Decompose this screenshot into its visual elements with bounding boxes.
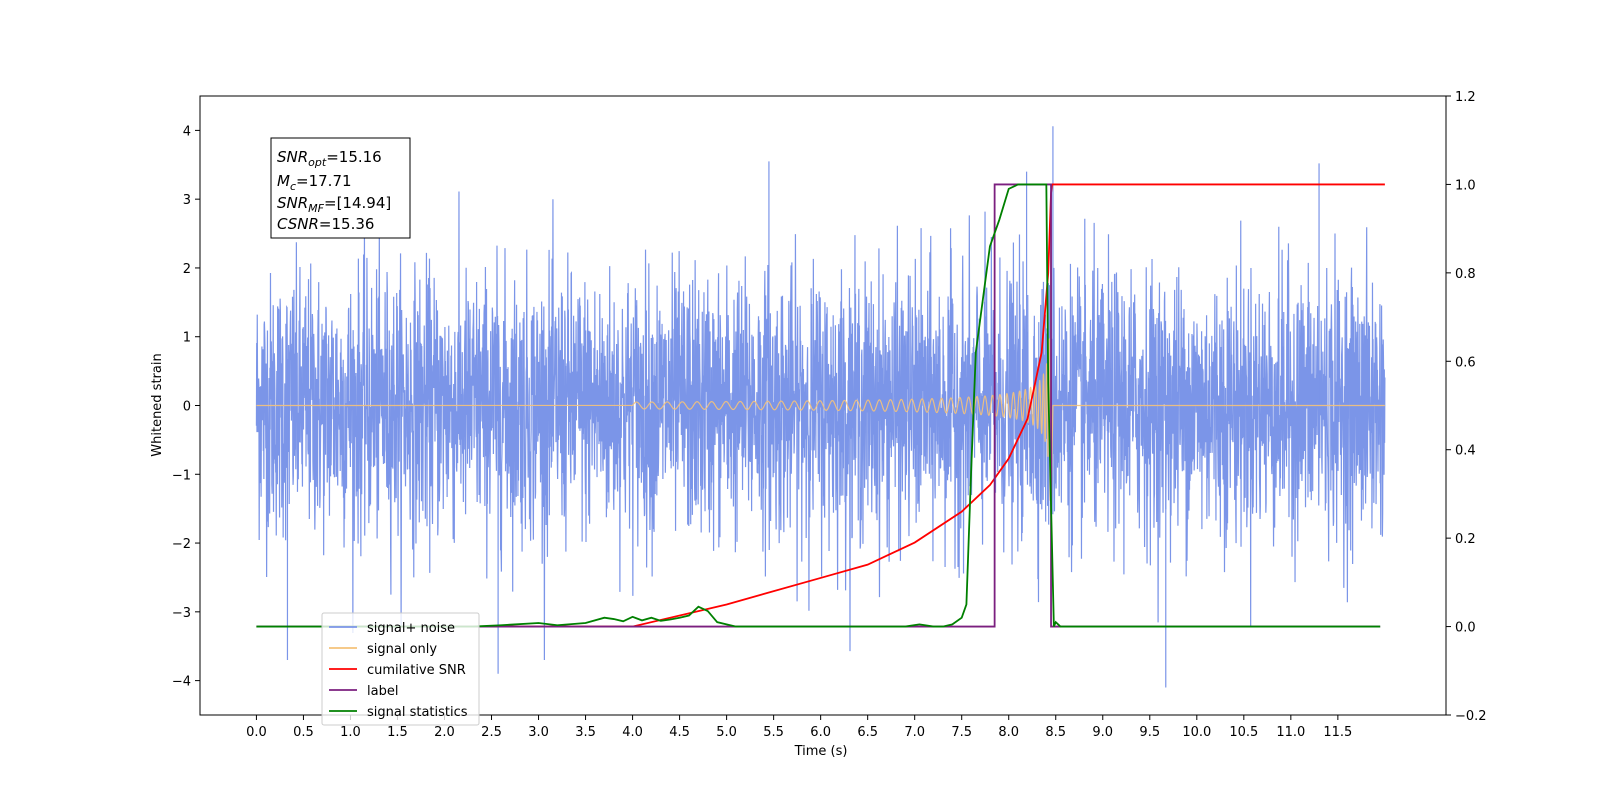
x-tick-label: 8.0	[998, 725, 1019, 740]
x-tick-label: 3.5	[575, 725, 596, 740]
x-tick-label: 10.0	[1182, 725, 1211, 740]
y-tick-label: −3	[172, 606, 191, 621]
legend-label: signal only	[367, 642, 437, 657]
annotation-snr-opt: SNRopt=15.16	[277, 148, 382, 169]
legend-label: label	[367, 684, 398, 699]
x-tick-label: 5.0	[716, 725, 737, 740]
x-tick-label: 11.5	[1323, 725, 1352, 740]
y2-tick-label: 1.2	[1455, 90, 1476, 105]
x-tick-label: 4.0	[622, 725, 643, 740]
y2-tick-label: 0.0	[1455, 621, 1476, 636]
y-axis-label: Whitened strain	[150, 353, 165, 456]
x-tick-label: 9.5	[1139, 725, 1160, 740]
y-tick-label: −4	[172, 675, 191, 690]
y-tick-label: −2	[172, 537, 191, 552]
y2-tick-label: 0.6	[1455, 355, 1476, 370]
y2-tick-label: 0.2	[1455, 532, 1476, 547]
annotation-csnr: CSNR=15.36	[277, 215, 374, 233]
x-tick-label: 3.0	[528, 725, 549, 740]
legend: signal+ noise signal only cumilative SNR la…	[321, 612, 480, 726]
right-axis-series	[256, 183, 1385, 628]
legend-label: signal+ noise	[367, 621, 455, 636]
annotation-box: SNRopt=15.16 Mc=17.71 SNRMF=[14.94] CSNR…	[270, 137, 411, 239]
x-tick-label: 1.0	[340, 725, 361, 740]
y2-tick-label: −0.2	[1455, 709, 1487, 724]
signal-statistics-line	[256, 183, 1381, 628]
x-tick-label: 6.0	[810, 725, 831, 740]
x-tick-label: 4.5	[669, 725, 690, 740]
x-tick-label: 7.5	[951, 725, 972, 740]
x-tick-label: 1.5	[387, 725, 408, 740]
y-axis-ticks: −4 −3 −2 −1 0 1 2 3 4	[172, 124, 200, 690]
signal-only-line	[256, 234, 1385, 506]
signal-noise-series	[255, 126, 1386, 688]
x-tick-label: 7.0	[904, 725, 925, 740]
y2-tick-label: 0.8	[1455, 267, 1476, 282]
signal-only-series	[256, 234, 1385, 506]
x-tick-label: 2.5	[481, 725, 502, 740]
x-tick-label: 11.0	[1276, 725, 1305, 740]
y2-tick-label: 1.0	[1455, 178, 1476, 193]
annotation-snr-mf: SNRMF=[14.94]	[277, 194, 391, 215]
x-tick-label: 0.5	[293, 725, 314, 740]
legend-label: cumilative SNR	[367, 663, 466, 678]
y2-tick-label: 0.4	[1455, 444, 1476, 459]
x-tick-label: 6.5	[857, 725, 878, 740]
y2-axis-ticks: −0.2 0.0 0.2 0.4 0.6 0.8 1.0 1.2	[1446, 90, 1487, 724]
signal-noise-line	[255, 191, 1386, 660]
x-tick-label: 9.0	[1092, 725, 1113, 740]
x-tick-label: 10.5	[1229, 725, 1258, 740]
y-tick-label: 4	[183, 124, 191, 139]
legend-label: signal statistics	[367, 705, 468, 720]
y-tick-label: 2	[183, 262, 191, 277]
x-tick-label: 0.0	[246, 725, 267, 740]
x-tick-label: 2.0	[434, 725, 455, 740]
annotation-mc: Mc=17.71	[277, 172, 352, 193]
x-axis-ticks: 0.0 0.5 1.0 1.5 2.0 2.5 3.0 3.5 4.0 4.5 5.0 5.5 6.0 6…	[246, 715, 1352, 740]
x-tick-label: 5.5	[763, 725, 784, 740]
x-axis-label: Time (s)	[794, 744, 848, 759]
x-tick-label: 8.5	[1045, 725, 1066, 740]
y-tick-label: 1	[183, 331, 191, 346]
y-tick-label: 3	[183, 193, 191, 208]
y-tick-label: 0	[183, 400, 191, 415]
y-tick-label: −1	[172, 468, 191, 483]
cumilative-snr-line	[491, 183, 1385, 628]
